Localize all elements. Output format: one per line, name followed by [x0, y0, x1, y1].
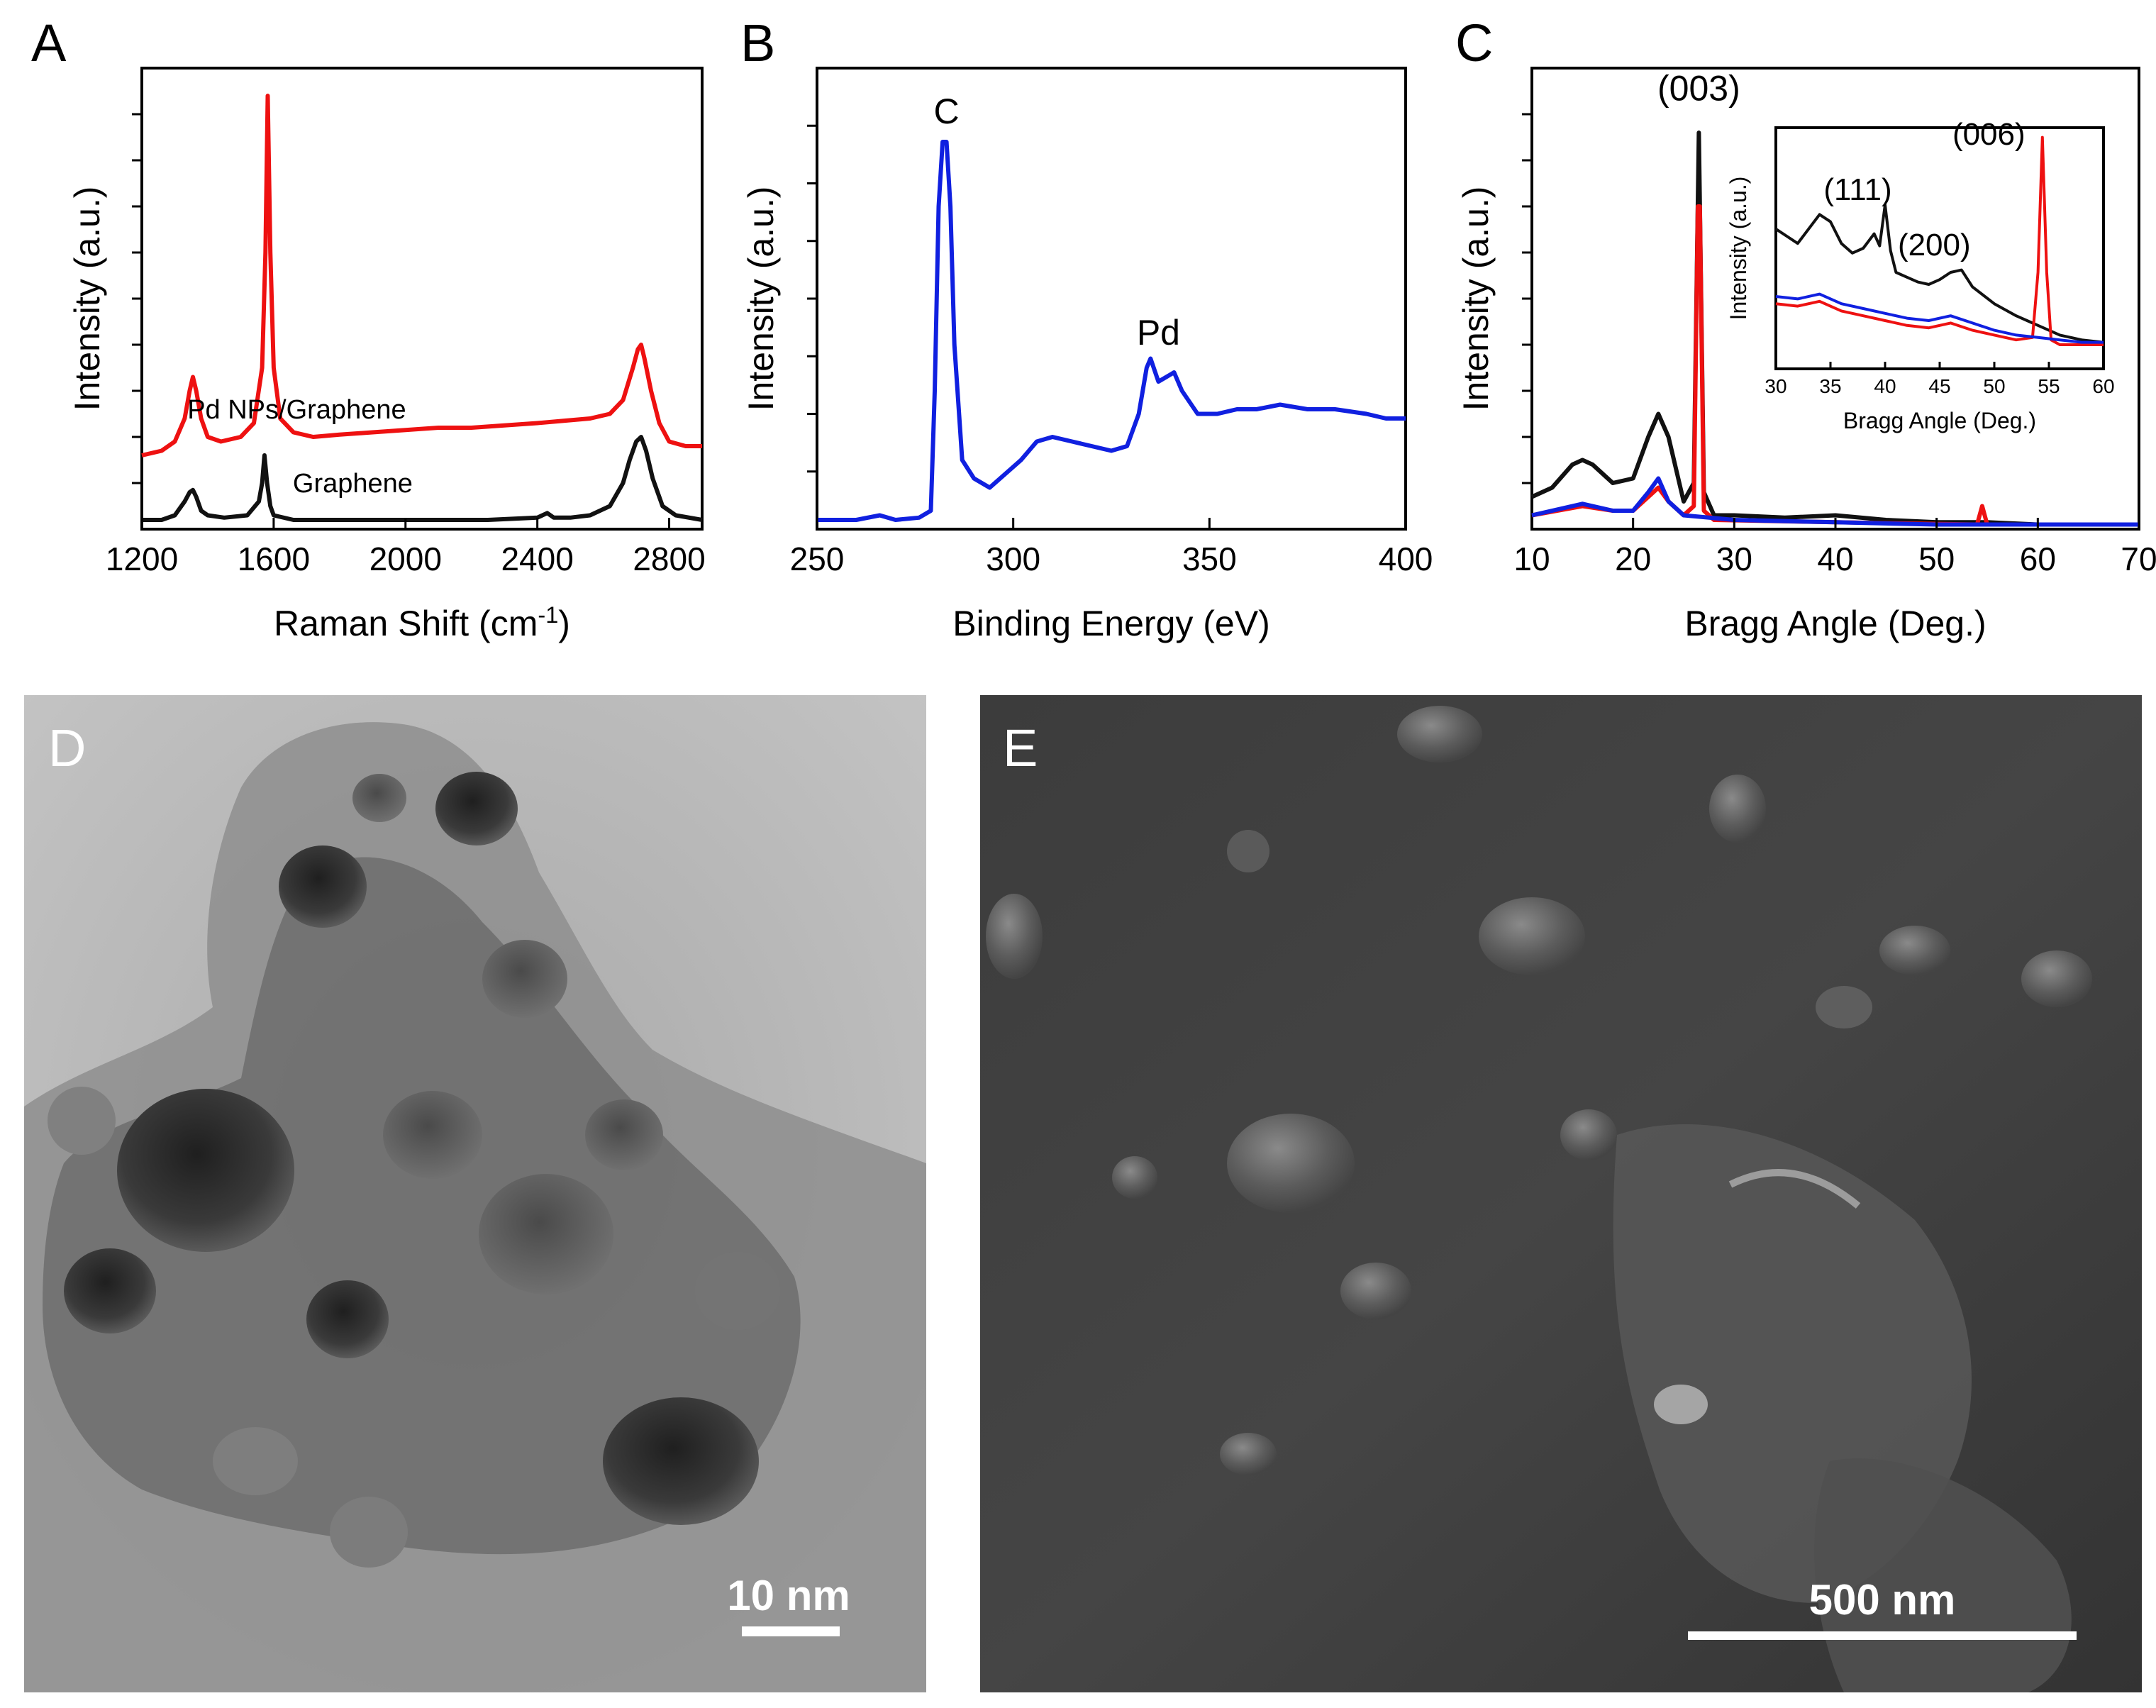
x-tick-label: 350 [1182, 540, 1237, 577]
tem-particles [48, 772, 780, 1568]
x-tick-label: 30 [1765, 375, 1787, 397]
peak-annotation: C [934, 92, 960, 131]
x-tick-label: 1600 [238, 540, 310, 577]
peak-annotation: Pd NPs/Graphene [187, 395, 406, 425]
panel-label-c: C [1455, 13, 1493, 72]
sem-bump [1220, 1433, 1277, 1475]
tem-particle [306, 1280, 389, 1358]
sem-bump [1340, 1263, 1411, 1319]
series-line-red [141, 94, 702, 458]
sem-scale-label: 500 nm [1809, 1576, 1956, 1624]
sem-image: 500 nm E [980, 695, 2142, 1692]
inset-frame [1774, 126, 2105, 370]
sem-bump [986, 894, 1043, 979]
series-line-blue [1531, 476, 2139, 527]
x-tick-label: 35 [1819, 375, 1841, 397]
tem-aggregate [43, 857, 801, 1555]
sem-bump [1654, 1385, 1708, 1424]
plot-frame [140, 67, 704, 531]
x-tick-label: 300 [986, 540, 1040, 577]
panel-label-a: A [31, 13, 67, 72]
x-axis-label: Binding Energy (eV) [952, 604, 1269, 643]
x-tick-label: 60 [2020, 540, 2056, 577]
tem-image: 10 nm D [24, 695, 926, 1692]
chart-xps: 250 300 350 400 Binding Energy (eV) Intensity… [741, 67, 1433, 643]
panel-label-d: D [48, 719, 86, 777]
chart-xrd-inset: 30 35 40 45 50 55 60 Bragg Angle (Deg.) Intensit… [1726, 117, 2115, 433]
sem-bump [1816, 986, 1872, 1028]
series-line-black [1774, 203, 2104, 344]
x-axis-label: Bragg Angle (Deg.) [1843, 408, 2036, 433]
sem-bump [1112, 1156, 1157, 1199]
series-line-blue [1775, 292, 2104, 344]
x-tick-label: 2400 [501, 540, 573, 577]
sem-bump [1560, 1109, 1617, 1160]
x-tick-label: 10 [1513, 540, 1550, 577]
peak-annotation: (006) [1952, 117, 2026, 152]
x-tick-label: 2800 [633, 540, 705, 577]
series-line-blue [817, 140, 1406, 522]
x-tick-label: 1200 [106, 540, 178, 577]
x-tick-label: 250 [790, 540, 845, 577]
x-tick-label: 70 [2121, 540, 2156, 577]
sem-bump [1879, 926, 1950, 975]
series-line-red [1775, 135, 2104, 346]
tem-particle [479, 1174, 613, 1294]
x-tick-label: 40 [1874, 375, 1896, 397]
x-tick-label: 45 [1928, 375, 1950, 397]
peak-annotation: (200) [1898, 228, 1971, 262]
chart-xrd: 10 20 30 40 50 60 70 Bragg Angle (Deg.) Intensit… [1456, 67, 2156, 643]
y-axis-label: Intensity (a.u.) [741, 187, 781, 411]
tem-particle [213, 1427, 298, 1495]
sem-ridge [1728, 1169, 1861, 1209]
sem-bump [1479, 897, 1585, 975]
sem-bump [2021, 950, 2092, 1007]
tem-scale-label: 10 nm [727, 1572, 850, 1619]
tem-particle [279, 845, 367, 928]
tem-particle [603, 1397, 759, 1525]
x-axis-label: Bragg Angle (Deg.) [1684, 604, 1986, 643]
x-tick-label: 30 [1716, 540, 1752, 577]
peak-annotation: (003) [1657, 69, 1740, 109]
panel-label-b: B [740, 13, 775, 72]
x-tick-label: 50 [1983, 375, 2005, 397]
tem-particle [330, 1497, 408, 1568]
y-axis-label: Intensity (a.u.) [67, 187, 107, 411]
y-axis-label: Intensity (a.u.) [1456, 187, 1496, 411]
sem-bump [1709, 775, 1766, 843]
plot-frame [816, 67, 1407, 531]
chart-raman: 1200 1600 2000 2400 2800 Raman Shift (cm-1) In… [67, 67, 706, 643]
sem-bump [1397, 706, 1482, 762]
x-tick-label: 50 [1918, 540, 1955, 577]
tem-particle [695, 1252, 780, 1330]
sem-bumps [986, 706, 2092, 1475]
x-tick-label: 60 [2092, 375, 2114, 397]
panel-label-e: E [1003, 719, 1038, 777]
tem-particle [117, 1089, 294, 1252]
peak-annotation: Pd [1137, 313, 1180, 353]
sem-bump [1227, 1114, 1355, 1213]
x-axis-label: Raman Shift (cm-1) [274, 602, 570, 643]
tem-particle [64, 1248, 156, 1333]
series-line-black [142, 435, 703, 522]
tem-particle [352, 774, 406, 822]
y-axis-label: Intensity (a.u.) [1726, 177, 1751, 321]
x-tick-label: 55 [2038, 375, 2060, 397]
x-axis-label-close: ) [558, 604, 570, 643]
x-tick-label: 20 [1615, 540, 1651, 577]
sem-bump [1227, 830, 1269, 872]
peak-annotation: Graphene [293, 469, 413, 499]
tem-particle [435, 772, 518, 845]
x-axis-label-superscript: -1 [538, 602, 558, 628]
x-tick-label: 2000 [369, 540, 442, 577]
x-tick-label: 400 [1379, 540, 1433, 577]
tem-particle [482, 940, 567, 1018]
tem-particle [48, 1087, 116, 1155]
x-tick-label: 40 [1817, 540, 1853, 577]
tem-particle [383, 1091, 482, 1179]
tem-particle [585, 1099, 663, 1170]
peak-annotation: (111) [1823, 172, 1891, 207]
